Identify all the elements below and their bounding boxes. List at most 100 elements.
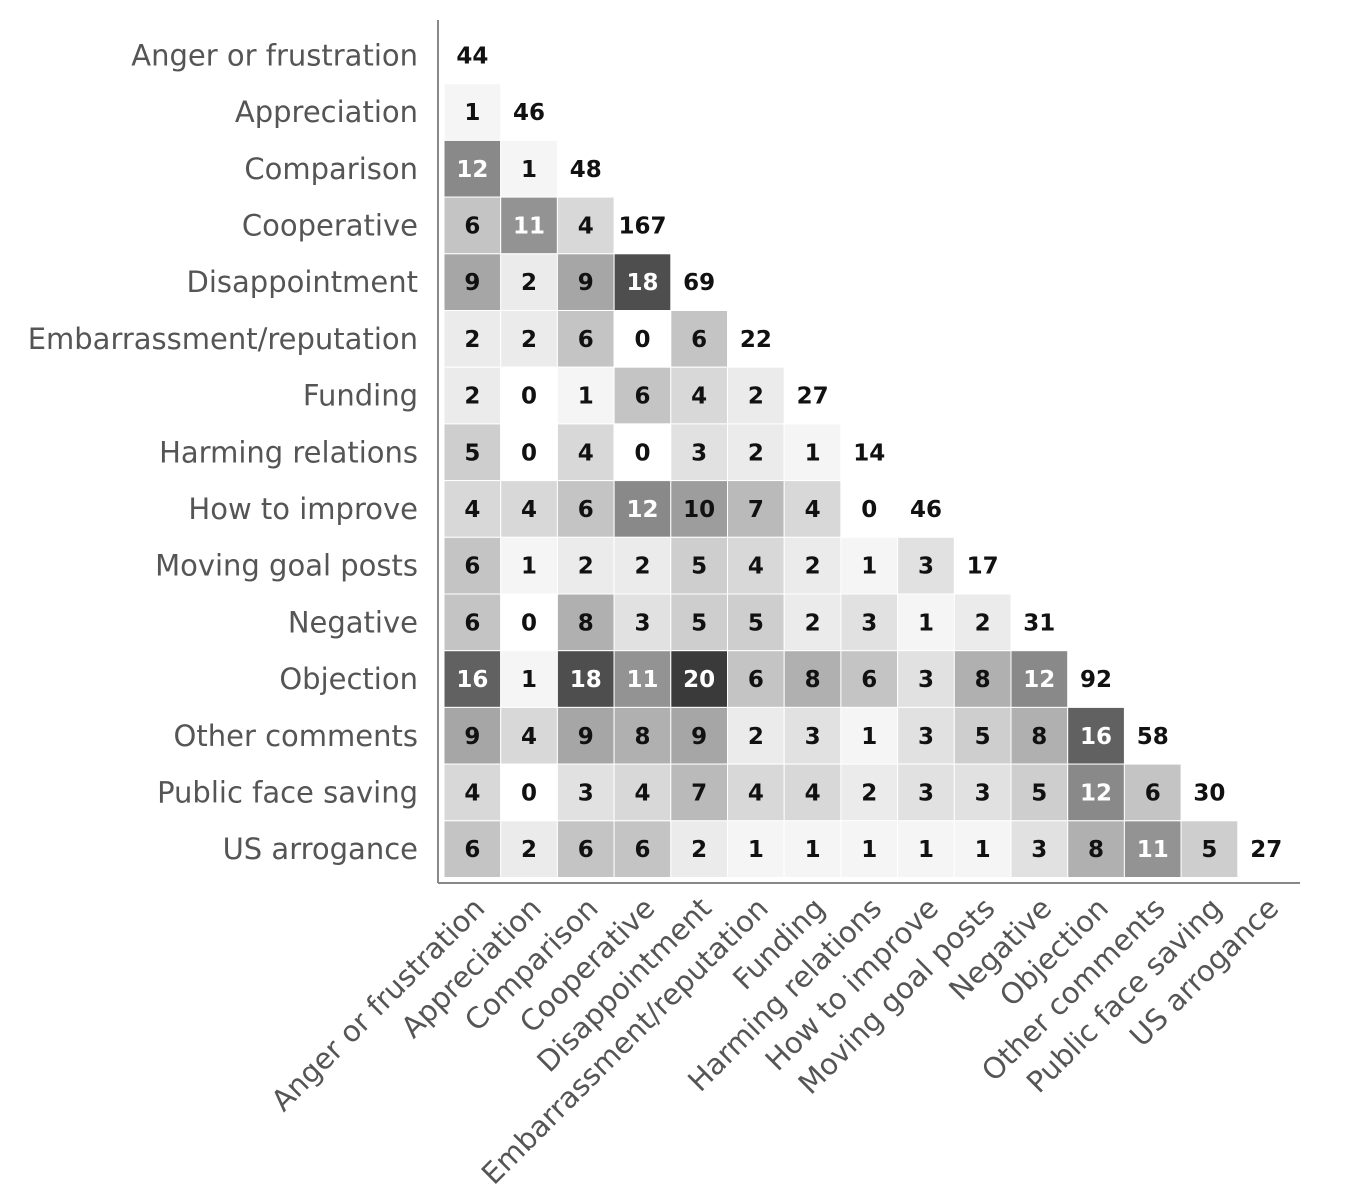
- cell-value-label: 4: [748, 554, 764, 580]
- cell-value-label: 6: [691, 327, 707, 353]
- cell-value-label: 8: [1031, 724, 1047, 750]
- heatmap-cell: [727, 423, 785, 482]
- heatmap-cell: [500, 820, 558, 878]
- heatmap-cell: [556, 763, 615, 822]
- cell-value-label: 5: [975, 724, 991, 750]
- cell-value-label: 2: [464, 327, 480, 353]
- heatmap-cell: [897, 706, 955, 765]
- heatmap-cell: [556, 196, 615, 255]
- cell-value-label: 16: [1080, 724, 1112, 750]
- diagonal-count-label: 46: [910, 497, 942, 523]
- heatmap-cell: [443, 820, 502, 878]
- cell-value-label: 0: [521, 384, 537, 410]
- cell-value-label: 6: [578, 837, 594, 863]
- heatmap-cell: [500, 366, 558, 425]
- diagonal-count-label: 44: [456, 43, 488, 69]
- cell-value-label: 0: [861, 497, 877, 523]
- cell-value-label: 4: [634, 781, 650, 807]
- cell-value-label: 4: [578, 440, 594, 466]
- cell-value-label: 2: [521, 837, 537, 863]
- heatmap-cell: [727, 593, 785, 652]
- row-label: Other comments: [174, 719, 418, 753]
- heatmap-cell: [443, 763, 502, 822]
- diagonal-count-label: 27: [1250, 837, 1282, 863]
- heatmap-cell: [727, 536, 785, 595]
- cell-value-label: 0: [521, 781, 537, 807]
- cell-value-label: 5: [691, 610, 707, 636]
- heatmap-cells: [443, 83, 1239, 878]
- cell-value-label: 1: [861, 554, 877, 580]
- heatmap-cell: [613, 763, 672, 822]
- heatmap-cell: [443, 650, 502, 708]
- cell-value-label: 2: [861, 781, 877, 807]
- heatmap-cell: [556, 593, 615, 652]
- cell-value-label: 4: [805, 781, 821, 807]
- heatmap-cell: [783, 763, 842, 822]
- cell-value-label: 1: [805, 440, 821, 466]
- cell-value-label: 0: [521, 610, 537, 636]
- heatmap-cell: [727, 763, 785, 822]
- heatmap-cell: [556, 706, 615, 765]
- cell-value-label: 9: [464, 270, 480, 296]
- cell-value-label: 4: [805, 497, 821, 523]
- diagonal-count-label: 30: [1193, 781, 1225, 807]
- heatmap-cell: [613, 423, 672, 482]
- cell-value-label: 3: [918, 781, 934, 807]
- heatmap-cell: [1123, 763, 1182, 822]
- heatmap-cell: [1010, 706, 1069, 765]
- cell-value-label: 2: [805, 610, 821, 636]
- cell-value-label: 4: [748, 781, 764, 807]
- cell-value-label: 4: [578, 214, 594, 240]
- cell-value-label: 8: [1088, 837, 1104, 863]
- cell-value-label: 20: [683, 667, 715, 693]
- heatmap-cell: [953, 593, 1012, 652]
- diagonal-count-label: 48: [570, 157, 602, 183]
- heatmap-cell: [443, 83, 502, 141]
- cell-value-label: 5: [691, 554, 707, 580]
- cell-value-label: 1: [975, 837, 991, 863]
- cell-value-label: 7: [748, 497, 764, 523]
- cell-value-label: 2: [748, 384, 764, 410]
- cell-value-label: 4: [521, 724, 537, 750]
- row-label: How to improve: [188, 492, 418, 526]
- row-label: Comparison: [244, 152, 418, 186]
- heatmap-cell: [840, 706, 899, 765]
- cell-value-label: 2: [748, 440, 764, 466]
- cell-value-label: 2: [748, 724, 764, 750]
- cell-value-label: 1: [521, 667, 537, 693]
- heatmap-cell: [500, 310, 558, 368]
- heatmap-cell: [613, 366, 672, 425]
- cell-value-label: 12: [626, 497, 658, 523]
- heatmap-cell: [443, 706, 502, 765]
- row-label: Disappointment: [187, 265, 418, 299]
- column-labels: Anger or frustrationAppreciationComparis…: [265, 891, 1286, 1191]
- cell-value-label: 5: [464, 440, 480, 466]
- heatmap-cell: [613, 593, 672, 652]
- heatmap-cell: [443, 366, 502, 425]
- heatmap-cell: [783, 423, 842, 482]
- heatmap-cell: [556, 536, 615, 595]
- cell-value-label: 12: [1023, 667, 1055, 693]
- cell-value-label: 3: [918, 554, 934, 580]
- heatmap-cell: [783, 820, 842, 878]
- cell-value-label: 1: [861, 724, 877, 750]
- cell-value-label: 8: [975, 667, 991, 693]
- heatmap-cell: [727, 650, 785, 708]
- heatmap-cell: [443, 536, 502, 595]
- cell-value-label: 0: [521, 440, 537, 466]
- row-label: Objection: [279, 662, 418, 696]
- cell-value-label: 0: [634, 440, 650, 466]
- cell-value-label: 3: [918, 667, 934, 693]
- cell-value-label: 2: [975, 610, 991, 636]
- heatmap-cell: [443, 423, 502, 482]
- cell-value-label: 3: [578, 781, 594, 807]
- heatmap-cell: [727, 366, 785, 425]
- cell-value-label: 2: [578, 554, 594, 580]
- row-labels: Anger or frustration Appreciation Comparis…: [28, 38, 418, 866]
- heatmap-cell: [897, 820, 955, 878]
- row-label: Harming relations: [159, 435, 418, 469]
- heatmap-cell: [897, 763, 955, 822]
- heatmap-cell: [443, 480, 502, 538]
- heatmap-cell: [613, 253, 672, 312]
- heatmap-cell: [1067, 820, 1125, 878]
